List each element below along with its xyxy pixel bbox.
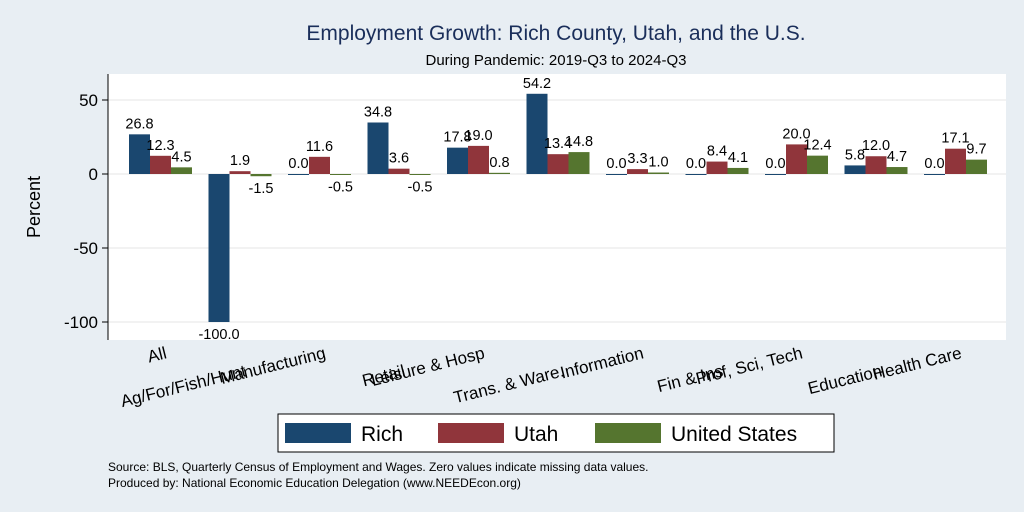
legend-swatch [595, 423, 661, 443]
x-category-label: Health Care [871, 343, 964, 383]
bar-rich [288, 174, 309, 175]
data-label: 20.0 [782, 126, 810, 142]
data-label: 12.3 [146, 138, 174, 154]
data-label: 17.1 [941, 131, 969, 147]
data-label: -100.0 [198, 327, 239, 343]
data-label: 13.4 [544, 136, 572, 152]
data-label: -1.5 [249, 181, 274, 197]
data-label: -0.5 [328, 180, 353, 196]
data-label: 4.5 [171, 149, 191, 165]
legend-entries: Rich Utah United States [285, 423, 797, 446]
data-label: 1.0 [648, 155, 668, 171]
bar-united-states [171, 167, 192, 174]
data-label: 5.8 [845, 147, 865, 163]
data-label: 17.8 [443, 130, 471, 146]
x-category-label: All [146, 343, 169, 366]
data-label: 0.0 [288, 156, 308, 172]
data-label: 1.9 [230, 153, 250, 169]
data-label: 0.0 [686, 156, 706, 172]
data-label: 0.8 [489, 155, 509, 171]
produced-by-note: Produced by: National Economic Education… [108, 476, 521, 490]
data-label: 0.0 [765, 156, 785, 172]
bar-rich [924, 174, 945, 175]
bar-rich [367, 122, 389, 174]
bar-rich [526, 93, 548, 174]
bar-rich [844, 165, 866, 174]
legend-swatch [438, 423, 504, 443]
data-label: 0.0 [924, 156, 944, 172]
data-label: 26.8 [125, 116, 153, 132]
bar-utah [229, 171, 251, 174]
bar-united-states [330, 174, 351, 175]
bar-utah [706, 161, 728, 174]
bar-united-states [409, 174, 431, 175]
chart-subtitle: During Pandemic: 2019-Q3 to 2024-Q3 [426, 52, 687, 69]
bar-utah [627, 169, 648, 174]
data-label: 4.7 [887, 149, 907, 165]
bar-rich [208, 174, 230, 322]
bar-utah [309, 156, 330, 174]
bar-rich [765, 174, 786, 175]
bar-rich [606, 174, 627, 175]
bar-rich [129, 134, 150, 174]
plot-area [108, 74, 1006, 340]
bar-united-states [648, 172, 669, 174]
x-category-label: Information [558, 343, 645, 382]
x-category-label: Manufacturing [218, 343, 327, 387]
bar-united-states [966, 159, 987, 174]
legend-swatch [285, 423, 351, 443]
bar-utah [547, 154, 569, 174]
data-label: 8.4 [707, 144, 727, 160]
x-category-label: Trans. & Ware. [452, 361, 566, 407]
legend-label: Utah [514, 423, 558, 446]
bar-utah [786, 144, 807, 174]
bar-united-states [886, 167, 908, 174]
legend: Rich Utah United States [277, 413, 835, 453]
bar-united-states [250, 174, 272, 177]
bar-utah [468, 145, 489, 174]
data-label: 9.7 [966, 142, 986, 158]
bars [129, 93, 987, 322]
bar-rich [685, 174, 707, 175]
bar-united-states [568, 152, 590, 174]
data-label: 12.0 [862, 138, 890, 154]
bar-utah [865, 156, 887, 174]
data-label: 3.6 [389, 151, 409, 167]
x-category-label: Leisure & Hosp [369, 343, 486, 390]
data-labels: 26.812.34.5-100.01.9-1.50.011.6-0.534.83… [125, 76, 986, 343]
data-label: 34.8 [364, 104, 392, 120]
data-label: 0.0 [606, 156, 626, 172]
data-label: 4.1 [728, 150, 748, 166]
bar-united-states [489, 172, 510, 174]
y-tick-label: -50 [73, 239, 98, 258]
bar-utah [388, 168, 410, 174]
chart-title: Employment Growth: Rich County, Utah, an… [306, 22, 805, 45]
data-label: -0.5 [408, 180, 433, 196]
y-axis-title: Percent [24, 176, 44, 238]
data-label: 14.8 [565, 134, 593, 150]
y-axis: 50 0 -50 -100 [64, 91, 108, 332]
bar-united-states [727, 167, 749, 174]
data-label: 3.3 [627, 151, 647, 167]
legend-box [277, 413, 835, 453]
bar-rich [447, 147, 468, 174]
y-tick-label: -100 [64, 313, 98, 332]
bar-united-states [807, 155, 828, 174]
bar-utah [150, 155, 171, 174]
data-label: 11.6 [306, 139, 333, 155]
y-tick-label: 0 [89, 165, 98, 184]
data-label: 12.4 [803, 138, 831, 154]
legend-label: Rich [361, 423, 403, 446]
bar-utah [945, 148, 966, 174]
x-category-label: Prof, Sci, Tech [694, 343, 805, 388]
data-label: 54.2 [523, 76, 551, 92]
source-note: Source: BLS, Quarterly Census of Employm… [108, 460, 649, 474]
legend-label: United States [671, 423, 797, 446]
y-tick-label: 50 [79, 91, 98, 110]
data-label: 19.0 [464, 128, 492, 144]
